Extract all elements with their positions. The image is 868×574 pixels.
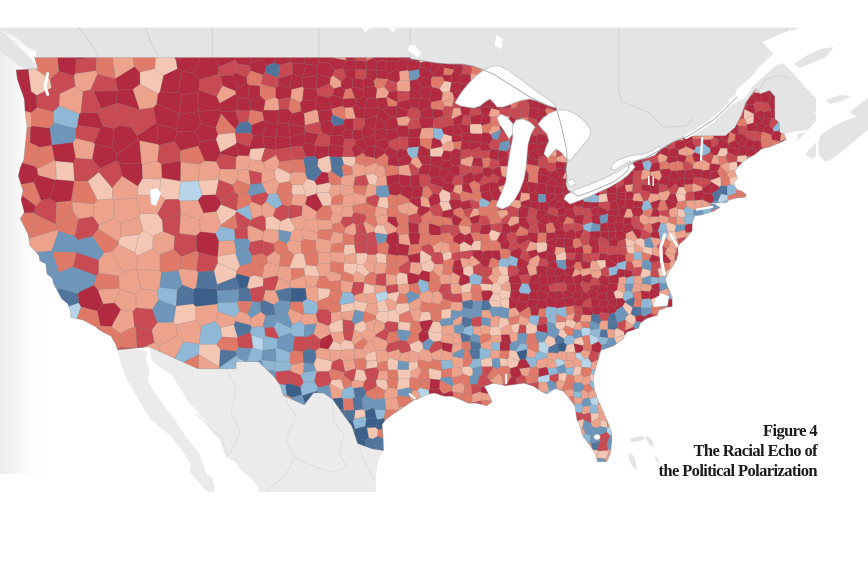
svg-text:Figure 4: Figure 4 bbox=[763, 421, 817, 440]
svg-text:The Racial Echo of: The Racial Echo of bbox=[694, 441, 819, 460]
svg-text:the Political Polarization: the Political Polarization bbox=[658, 461, 817, 480]
